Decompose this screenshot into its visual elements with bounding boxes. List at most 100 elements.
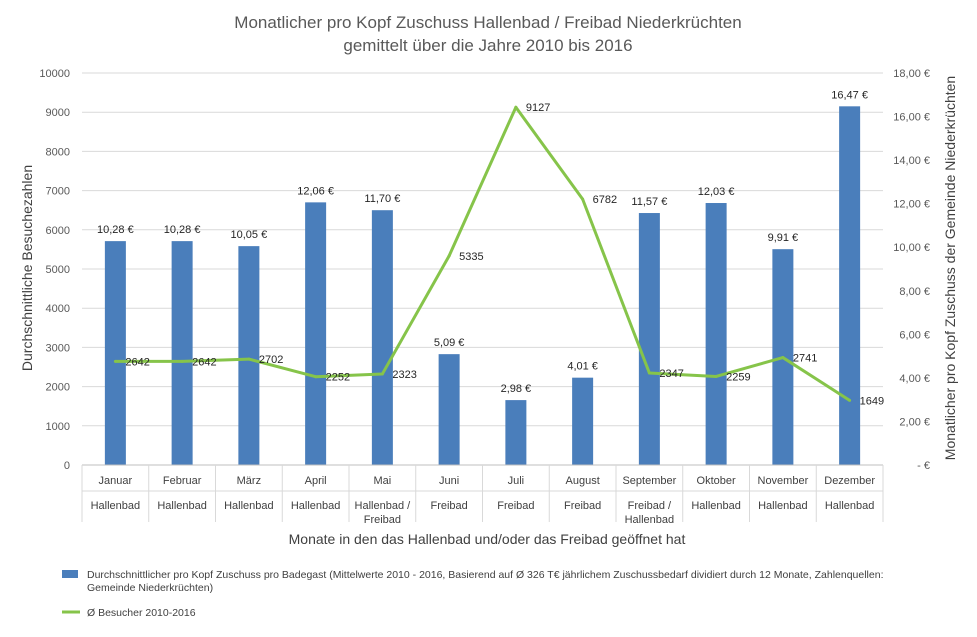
y-right-tick-label: 6,00 € bbox=[899, 329, 930, 341]
y-left-tick-label: 6000 bbox=[46, 225, 70, 237]
line-data-label: 2642 bbox=[125, 356, 149, 368]
x-group-label: Hallenbad bbox=[758, 500, 808, 512]
y-right-tick-label: 16,00 € bbox=[893, 112, 930, 124]
line-data-label: 9127 bbox=[526, 102, 550, 114]
line-point bbox=[113, 359, 117, 363]
bar-data-label: 4,01 € bbox=[567, 361, 598, 373]
legend-label: Durchschnittlicher pro Kopf Zuschuss pro… bbox=[87, 569, 883, 581]
x-tick-label: Mai bbox=[374, 475, 392, 487]
x-tick-label: September bbox=[622, 475, 676, 487]
line-data-label: 2642 bbox=[192, 356, 216, 368]
bar-data-label: 10,05 € bbox=[231, 229, 268, 241]
bar-data-label: 2,98 € bbox=[501, 383, 532, 395]
y-right-tick-label: 8,00 € bbox=[899, 286, 930, 298]
y-left-tick-label: 4000 bbox=[46, 303, 70, 315]
y-left-tick-label: 5000 bbox=[46, 264, 70, 276]
y-left-tick-label: 3000 bbox=[46, 342, 70, 354]
y-left-tick-label: 7000 bbox=[46, 186, 70, 198]
line-data-label: 5335 bbox=[459, 251, 483, 263]
x-group-label: Hallenbad bbox=[825, 500, 875, 512]
y-left-tick-label: 2000 bbox=[46, 382, 70, 394]
y-left-tick-label: 8000 bbox=[46, 146, 70, 158]
x-group-label: Hallenbad bbox=[91, 500, 141, 512]
x-tick-label: Oktober bbox=[697, 475, 736, 487]
x-tick-label: März bbox=[237, 475, 261, 487]
line-data-label: 2252 bbox=[326, 372, 350, 384]
x-group-label: Freibad bbox=[430, 500, 467, 512]
x-tick-label: Dezember bbox=[824, 475, 875, 487]
chart-title: Monatlicher pro Kopf Zuschuss Hallenbad … bbox=[234, 13, 741, 32]
bar bbox=[438, 354, 460, 465]
x-group-label: Hallenbad bbox=[291, 500, 341, 512]
x-tick-label: August bbox=[566, 475, 600, 487]
bar bbox=[505, 400, 527, 465]
bar bbox=[705, 203, 727, 465]
x-group-label: Hallenbad bbox=[691, 500, 741, 512]
line-point bbox=[380, 372, 384, 376]
x-group-label: Hallenbad bbox=[224, 500, 274, 512]
bar bbox=[171, 241, 193, 465]
y-right-tick-label: 2,00 € bbox=[899, 416, 930, 428]
line-series bbox=[115, 105, 851, 402]
line-data-label: 2702 bbox=[259, 354, 283, 366]
line-data-label: 6782 bbox=[593, 194, 617, 206]
line-data-label: 1649 bbox=[860, 395, 884, 407]
y-axis-right-title: Monatlicher pro Kopf Zuschuss der Gemein… bbox=[942, 76, 958, 460]
bar-data-label: 11,70 € bbox=[364, 193, 400, 205]
line-data-label: 2323 bbox=[392, 369, 416, 381]
x-tick-label: November bbox=[758, 475, 809, 487]
bar-data-label: 10,28 € bbox=[97, 224, 134, 236]
line-point bbox=[314, 375, 318, 379]
bar bbox=[238, 246, 260, 465]
x-tick-label: Februar bbox=[163, 475, 202, 487]
bar-data-label: 12,06 € bbox=[297, 185, 334, 197]
bar bbox=[371, 210, 393, 465]
line-data-label: 2259 bbox=[726, 371, 750, 383]
x-group-label: Hallenbad / bbox=[355, 500, 412, 512]
x-group-label: Freibad bbox=[364, 514, 401, 526]
line-point bbox=[447, 254, 451, 258]
line-data-label: 2347 bbox=[659, 368, 683, 380]
line-point bbox=[247, 357, 251, 361]
line-point bbox=[848, 398, 852, 402]
x-tick-label: Juli bbox=[508, 475, 525, 487]
bar bbox=[305, 202, 327, 466]
bar bbox=[104, 241, 126, 465]
line-point bbox=[581, 197, 585, 201]
x-group-label: Freibad bbox=[497, 500, 534, 512]
bar-data-label: 10,28 € bbox=[164, 224, 201, 236]
x-group-label: Freibad bbox=[564, 500, 601, 512]
bar-data-label: 11,57 € bbox=[631, 196, 667, 208]
line-point bbox=[514, 105, 518, 109]
y-axis-left-title: Durchschnittliche Besuchezahlen bbox=[19, 165, 35, 371]
legend-label: Ø Besucher 2010-2016 bbox=[87, 607, 196, 619]
bar bbox=[638, 213, 660, 465]
x-tick-label: April bbox=[305, 475, 327, 487]
y-left-tick-label: 10000 bbox=[39, 68, 70, 80]
x-tick-label: Januar bbox=[99, 475, 133, 487]
chart-subtitle: gemittelt über die Jahre 2010 bis 2016 bbox=[343, 36, 632, 55]
bar bbox=[572, 377, 594, 465]
x-axis-title: Monate in den das Hallenbad und/oder das… bbox=[289, 531, 686, 547]
bar-data-label: 12,03 € bbox=[698, 186, 735, 198]
y-right-tick-label: 18,00 € bbox=[893, 68, 930, 80]
y-right-tick-label: - € bbox=[917, 460, 930, 472]
legend-swatch-bar bbox=[62, 570, 78, 578]
y-right-tick-label: 10,00 € bbox=[893, 242, 930, 254]
line-point bbox=[714, 374, 718, 378]
y-right-tick-label: 14,00 € bbox=[893, 155, 930, 167]
y-left-tick-label: 9000 bbox=[46, 107, 70, 119]
x-group-label: Freibad / bbox=[628, 500, 672, 512]
legend-label: Gemeinde Niederkrüchten) bbox=[87, 582, 213, 594]
y-left-tick-label: 1000 bbox=[46, 421, 70, 433]
x-tick-label: Juni bbox=[439, 475, 459, 487]
line-point bbox=[781, 356, 785, 360]
line-point bbox=[647, 371, 651, 375]
y-right-tick-label: 12,00 € bbox=[893, 199, 930, 211]
x-group-label: Hallenbad bbox=[625, 514, 675, 526]
bar-data-label: 16,47 € bbox=[831, 89, 868, 101]
bar-data-label: 9,91 € bbox=[768, 232, 799, 244]
y-left-tick-label: 0 bbox=[64, 460, 70, 472]
